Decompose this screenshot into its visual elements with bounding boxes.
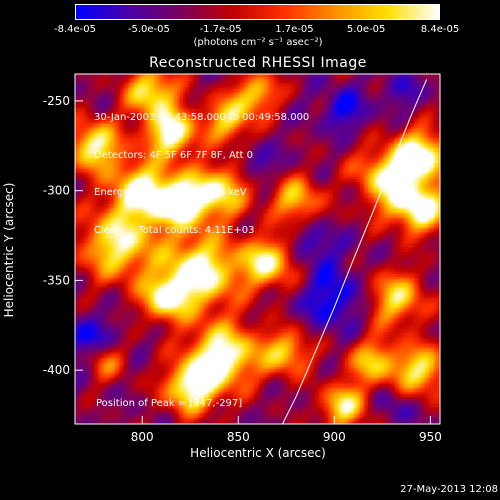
x-tick-label: 800 [131,430,154,444]
peak-position-label: Position of Peak = [947,-297] [96,398,243,409]
x-tick-label: 900 [323,430,346,444]
y-tick-label: -400 [43,363,70,377]
y-tick-label: -300 [43,184,70,198]
colorbar-tick-label: -5.0e-05 [127,24,170,35]
y-axis-ticks: -250 -300 -350 -400 [43,94,83,377]
timestamp: 27-May-2013 12:08 [400,484,498,495]
colorbar-units: (photons cm⁻² s⁻¹ asec⁻²) [193,37,323,48]
y-tick-label: -350 [43,273,70,287]
colorbar-tick-label: 5.0e-05 [346,24,386,35]
colorbar-tick-label: -8.4e-05 [54,24,96,35]
info-line: Detectors: 4F 5F 6F 7F 8F, Att 0 [94,149,254,161]
heatmap-image [75,74,440,424]
x-tick-label: 950 [419,430,442,444]
chart-title: Reconstructed RHESSI Image [149,55,367,71]
y-axis-label: Heliocentric Y (arcsec) [2,182,16,318]
colorbar [75,4,440,20]
solar-limb-line [282,79,428,425]
x-tick-label: 850 [227,430,250,444]
info-box: 30-Jan-2003 00:43:58.000 to 00:49:58.000… [94,87,309,250]
info-line: 30-Jan-2003 00:43:58.000 to 00:49:58.000 [94,112,310,123]
y-tick-label: -250 [43,94,70,108]
colorbar-tick-label: 8.4e-05 [420,24,460,35]
plot-frame [74,73,441,425]
colorbar-tick-label: -1.7e-05 [199,24,242,35]
info-line: Energy Range: 25.0 - 50.0 keV [94,187,247,198]
x-axis-ticks: 800 850 900 950 [131,416,442,444]
info-line: Clean Total counts: 4.11E+03 [94,224,255,236]
colorbar-tick-label: 1.7e-05 [275,24,314,35]
x-axis-label: Heliocentric X (arcsec) [190,446,326,460]
